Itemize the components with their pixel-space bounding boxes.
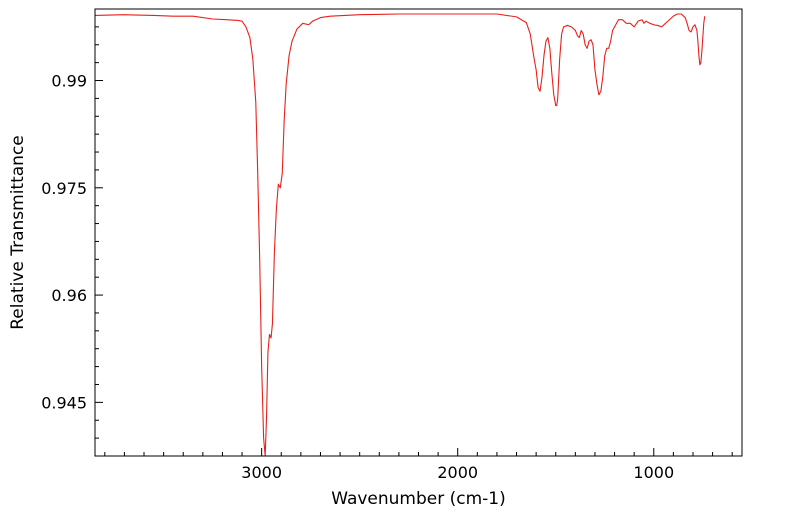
plot-frame [94,8,743,457]
x-tick-label: 3000 [241,463,282,482]
x-tick-label: 1000 [633,463,674,482]
series-layer [94,13,706,457]
tick-labels: 3000 2000 1000 0.99 0.975 0.96 0.945 [41,72,674,482]
x-axis-title: Wavenumber (cm-1) [331,489,506,509]
tick-marks [95,8,733,456]
y-tick-label: 0.975 [41,179,87,198]
y-tick-label: 0.96 [51,286,87,305]
y-axis-title: Relative Transmittance [8,135,28,330]
x-tick-label: 2000 [437,463,478,482]
y-tick-label: 0.99 [51,72,87,91]
y-tick-label: 0.945 [41,393,87,412]
series-line [94,13,706,457]
